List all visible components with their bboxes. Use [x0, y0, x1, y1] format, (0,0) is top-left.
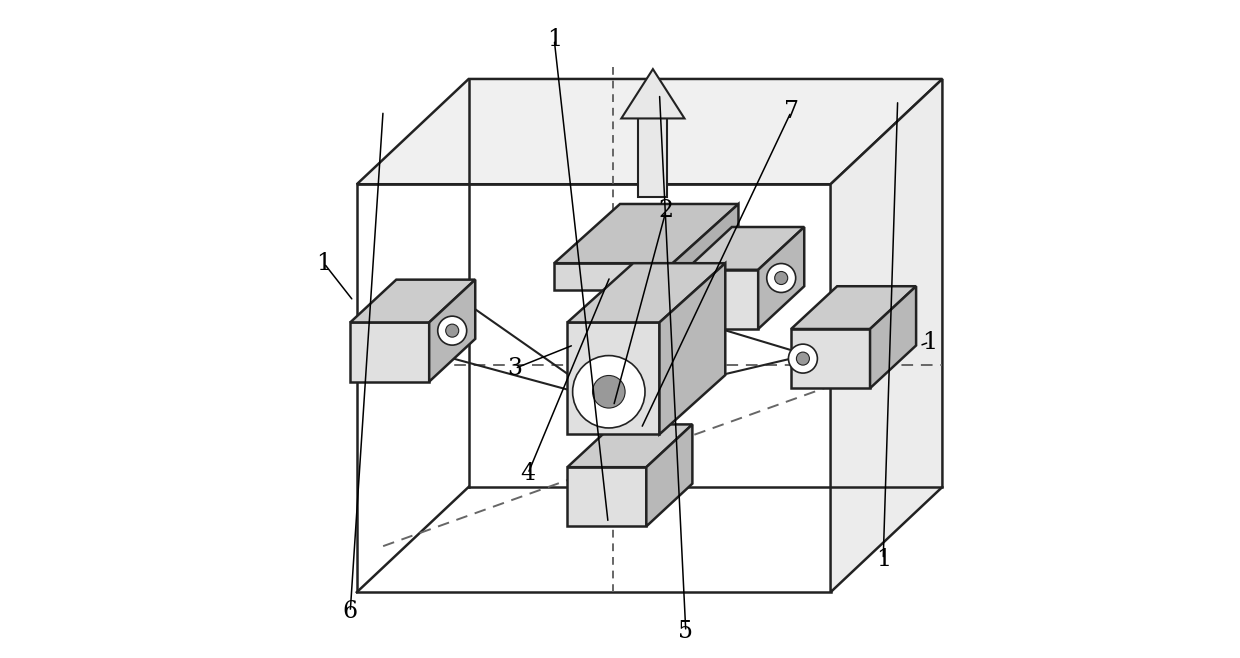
Polygon shape: [568, 263, 725, 322]
Circle shape: [789, 344, 817, 373]
Text: 4: 4: [521, 463, 536, 485]
Polygon shape: [350, 322, 429, 382]
Text: 5: 5: [678, 620, 693, 643]
Polygon shape: [350, 280, 475, 322]
Polygon shape: [672, 204, 739, 290]
Text: 2: 2: [658, 199, 673, 222]
Text: 3: 3: [507, 357, 522, 380]
Polygon shape: [429, 280, 475, 382]
Text: 1: 1: [921, 331, 937, 353]
Circle shape: [573, 355, 645, 428]
Polygon shape: [831, 79, 942, 592]
Circle shape: [445, 324, 459, 337]
Polygon shape: [357, 79, 942, 184]
Circle shape: [593, 376, 625, 408]
Circle shape: [766, 263, 796, 292]
Polygon shape: [791, 286, 916, 329]
Polygon shape: [870, 286, 916, 388]
Polygon shape: [554, 204, 739, 263]
Circle shape: [796, 352, 810, 365]
Text: 6: 6: [342, 601, 358, 623]
Polygon shape: [791, 329, 870, 388]
Polygon shape: [686, 227, 805, 270]
Polygon shape: [639, 118, 667, 197]
Polygon shape: [646, 424, 692, 526]
Polygon shape: [758, 227, 805, 329]
Circle shape: [775, 272, 787, 284]
Polygon shape: [660, 263, 725, 434]
Polygon shape: [621, 69, 684, 118]
Polygon shape: [554, 263, 672, 290]
Text: 1: 1: [316, 252, 331, 274]
Text: 1: 1: [547, 28, 562, 51]
Text: 7: 7: [784, 101, 799, 123]
Text: 1: 1: [875, 548, 890, 570]
Circle shape: [438, 316, 466, 345]
Polygon shape: [568, 322, 660, 434]
Polygon shape: [686, 270, 758, 329]
Polygon shape: [568, 424, 692, 467]
Polygon shape: [568, 467, 646, 526]
